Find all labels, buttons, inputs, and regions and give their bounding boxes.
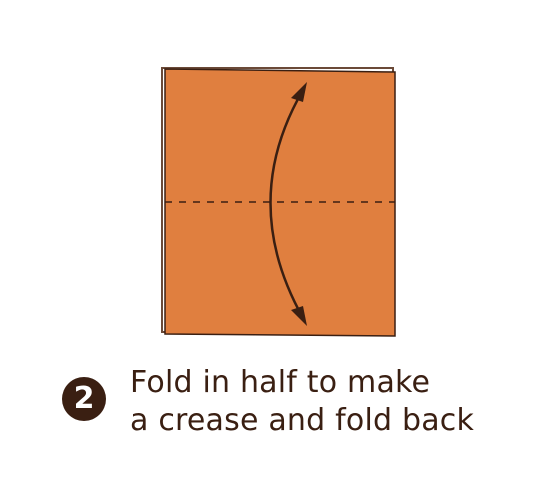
instruction-line-2: a crease and fold back [130, 403, 475, 438]
fold-arrow-head-top [291, 82, 307, 102]
fold-arrow-curve [269, 89, 305, 319]
step-instruction: Fold in half to make a crease and fold b… [130, 364, 530, 440]
fold-arrow-head-bottom [291, 306, 307, 326]
step-number-badge: 2 [62, 377, 106, 421]
instruction-line-1: Fold in half to make [130, 365, 431, 400]
